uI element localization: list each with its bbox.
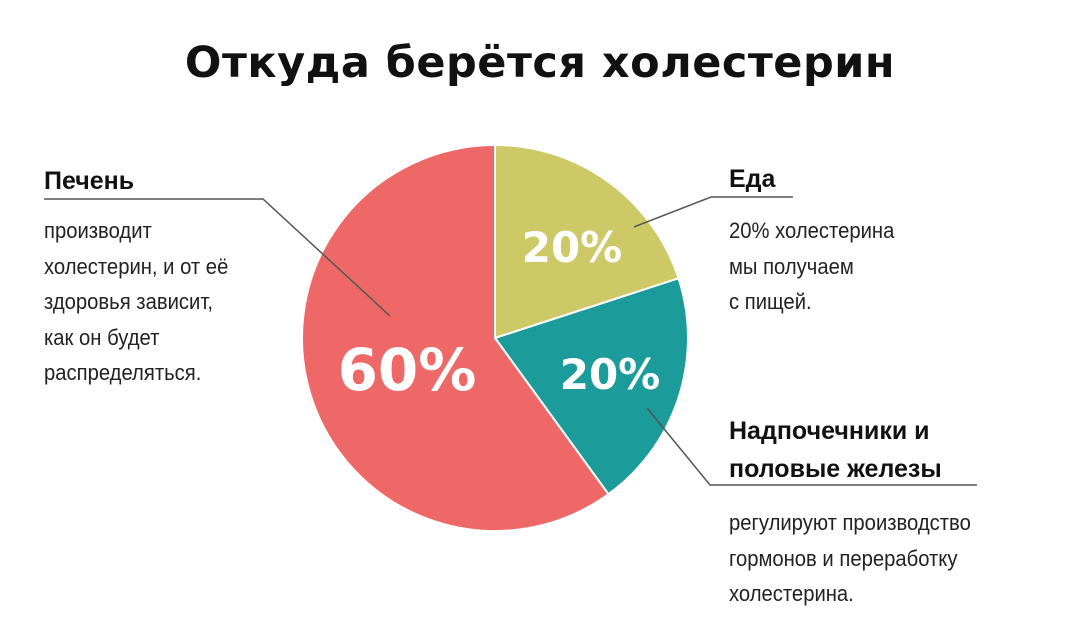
food-description-line: 20% холестерина <box>729 218 895 243</box>
slice-label-glands: 20% <box>560 350 661 399</box>
food-description: 20% холестерина мы получаем с пищей. <box>729 213 894 320</box>
liver-description: производит холестерин, и от её здоровья … <box>44 213 228 391</box>
liver-leader-line <box>44 198 391 317</box>
slice-liver <box>301 143 610 532</box>
glands-leader-line <box>646 407 977 486</box>
pie-slices <box>301 143 689 532</box>
chart-title: Откуда берётся холестерин <box>184 38 896 88</box>
glands-description-line: гормонов и переработку <box>729 545 958 571</box>
glands-heading-line: Надпочечники и <box>729 417 930 445</box>
liver-description-line: как он будет <box>44 324 160 350</box>
liver-description-line: распределяться. <box>44 360 202 385</box>
liver-heading: Печень <box>44 167 135 195</box>
food-description-line: мы получаем <box>729 253 854 279</box>
food-heading: Еда <box>729 165 776 193</box>
glands-heading: Надпочечники и половые железы <box>729 412 942 488</box>
food-description-line: с пищей. <box>729 289 812 314</box>
glands-description-line: холестерина. <box>729 581 854 606</box>
glands-heading-line: половые железы <box>729 455 942 483</box>
liver-description-line: холестерин, и от её <box>44 253 229 279</box>
food-leader-line <box>633 196 793 228</box>
slice-label-food: 20% <box>522 223 623 272</box>
glands-description: регулируют производство гормонов и перер… <box>729 505 971 612</box>
glands-description-line: регулируют производство <box>729 510 971 535</box>
slice-label-liver: 60% <box>338 336 477 404</box>
liver-description-line: производит <box>44 218 152 243</box>
slice-food <box>494 143 680 340</box>
slice-glands <box>493 277 689 496</box>
liver-description-line: здоровья зависит, <box>44 289 213 314</box>
